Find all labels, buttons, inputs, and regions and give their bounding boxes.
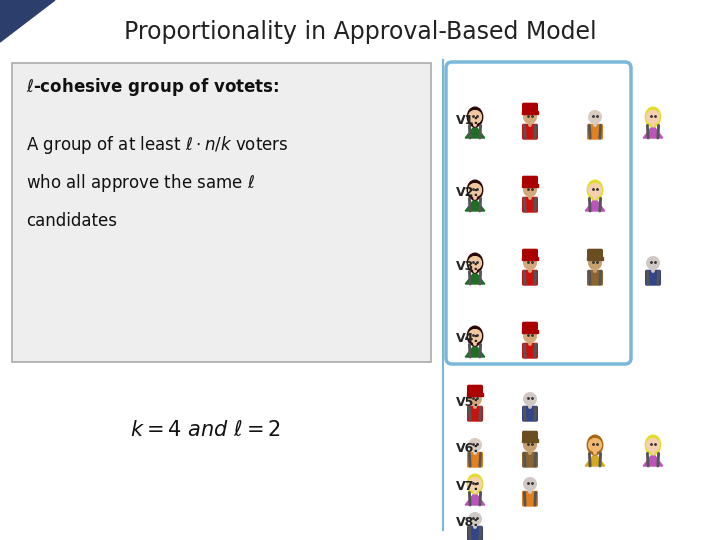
Circle shape (469, 393, 481, 406)
Polygon shape (465, 198, 485, 211)
Text: V5:: V5: (456, 395, 480, 408)
Circle shape (647, 111, 660, 123)
Text: V7:: V7: (456, 481, 480, 494)
Polygon shape (465, 125, 485, 138)
Circle shape (469, 256, 481, 269)
FancyBboxPatch shape (521, 258, 539, 260)
FancyBboxPatch shape (467, 394, 483, 396)
FancyBboxPatch shape (468, 453, 482, 467)
Polygon shape (0, 0, 55, 42)
Circle shape (523, 330, 536, 342)
Circle shape (523, 256, 536, 269)
FancyBboxPatch shape (523, 177, 537, 186)
FancyBboxPatch shape (523, 453, 537, 467)
FancyBboxPatch shape (521, 330, 539, 333)
Text: V2:: V2: (456, 186, 480, 199)
FancyBboxPatch shape (523, 271, 537, 285)
FancyBboxPatch shape (521, 440, 539, 442)
Ellipse shape (645, 107, 661, 127)
Circle shape (647, 111, 660, 123)
Polygon shape (465, 272, 485, 284)
Ellipse shape (645, 435, 661, 455)
Circle shape (523, 393, 536, 406)
Text: A group of at least $\ell \cdot n/k$ voters: A group of at least $\ell \cdot n/k$ vot… (26, 134, 289, 156)
Circle shape (589, 184, 601, 197)
FancyBboxPatch shape (523, 124, 537, 139)
Circle shape (647, 256, 660, 269)
FancyBboxPatch shape (588, 249, 603, 259)
Circle shape (469, 438, 481, 451)
FancyBboxPatch shape (587, 258, 603, 260)
Text: V6:: V6: (456, 442, 480, 455)
FancyBboxPatch shape (588, 271, 603, 285)
FancyBboxPatch shape (523, 431, 537, 441)
Text: Proportionality in Approval-Based Model: Proportionality in Approval-Based Model (124, 20, 596, 44)
Circle shape (469, 512, 481, 525)
Text: V8:: V8: (456, 516, 480, 529)
FancyBboxPatch shape (468, 407, 482, 421)
FancyBboxPatch shape (521, 111, 539, 114)
Polygon shape (465, 345, 485, 357)
Polygon shape (465, 492, 485, 505)
Text: V4:: V4: (456, 333, 480, 346)
Circle shape (469, 330, 481, 342)
Circle shape (523, 111, 536, 123)
Circle shape (523, 478, 536, 490)
FancyBboxPatch shape (646, 271, 660, 285)
FancyBboxPatch shape (468, 526, 482, 540)
Text: $k = 4$ and $\ell = 2$: $k = 4$ and $\ell = 2$ (130, 420, 281, 440)
Circle shape (469, 330, 481, 342)
FancyBboxPatch shape (523, 249, 537, 259)
FancyBboxPatch shape (12, 63, 431, 362)
Circle shape (589, 438, 601, 451)
FancyBboxPatch shape (521, 184, 539, 187)
FancyBboxPatch shape (523, 407, 537, 421)
Ellipse shape (467, 180, 482, 200)
FancyBboxPatch shape (523, 343, 537, 358)
Text: who all approve the same $\ell$: who all approve the same $\ell$ (26, 172, 255, 194)
Circle shape (469, 111, 481, 123)
Circle shape (469, 184, 481, 197)
FancyBboxPatch shape (468, 386, 482, 395)
Circle shape (469, 184, 481, 197)
Circle shape (523, 438, 536, 451)
FancyBboxPatch shape (523, 198, 537, 212)
Polygon shape (585, 454, 605, 466)
Circle shape (647, 438, 660, 451)
Ellipse shape (588, 180, 603, 200)
FancyBboxPatch shape (523, 103, 537, 113)
Circle shape (647, 438, 660, 451)
Ellipse shape (467, 107, 482, 127)
Ellipse shape (588, 435, 603, 455)
Circle shape (469, 478, 481, 490)
Circle shape (469, 256, 481, 269)
Polygon shape (585, 198, 605, 211)
Text: candidates: candidates (26, 212, 117, 230)
Ellipse shape (467, 326, 482, 346)
Text: $\ell$-cohesive group of votets:: $\ell$-cohesive group of votets: (26, 76, 279, 98)
Polygon shape (643, 125, 663, 138)
Circle shape (589, 111, 601, 123)
Ellipse shape (467, 253, 482, 273)
Text: V1:: V1: (456, 113, 480, 126)
Circle shape (589, 438, 601, 451)
Circle shape (469, 111, 481, 123)
Polygon shape (643, 454, 663, 466)
Circle shape (589, 184, 601, 197)
Text: V3:: V3: (456, 260, 480, 273)
Circle shape (469, 478, 481, 490)
FancyBboxPatch shape (523, 322, 537, 332)
FancyBboxPatch shape (523, 491, 537, 506)
Circle shape (523, 184, 536, 197)
FancyBboxPatch shape (588, 124, 603, 139)
Circle shape (589, 256, 601, 269)
Ellipse shape (467, 474, 482, 494)
